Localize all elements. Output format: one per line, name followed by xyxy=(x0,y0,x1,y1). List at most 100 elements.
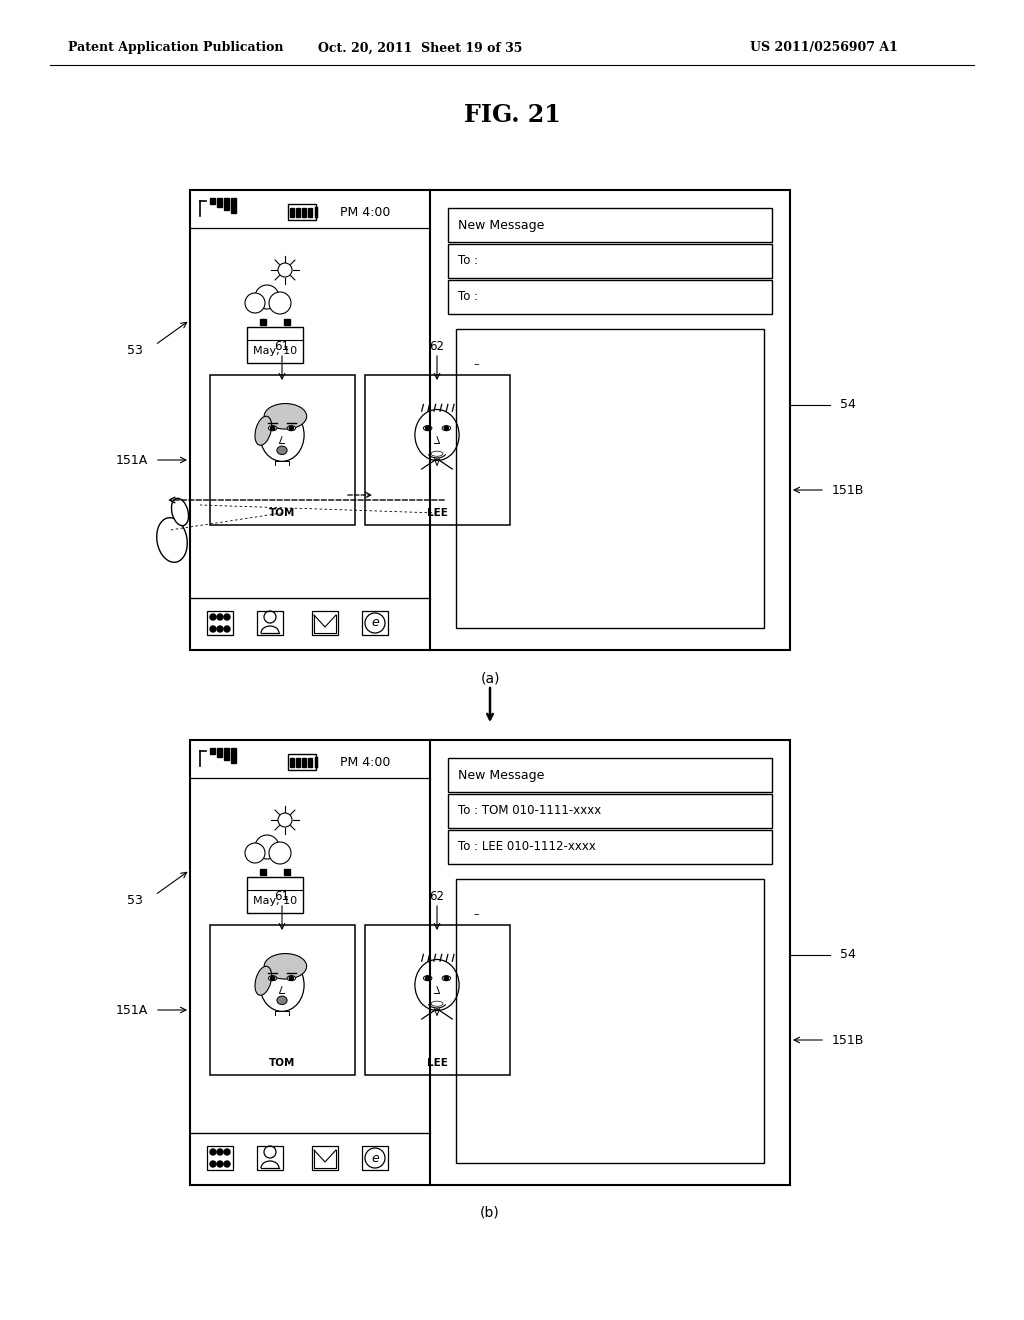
Bar xyxy=(302,209,306,216)
Ellipse shape xyxy=(442,425,451,430)
Bar xyxy=(207,1146,233,1170)
Text: 53: 53 xyxy=(127,343,143,356)
Ellipse shape xyxy=(260,958,304,1011)
Circle shape xyxy=(224,1162,230,1167)
Ellipse shape xyxy=(260,409,304,462)
Ellipse shape xyxy=(423,975,432,981)
Circle shape xyxy=(255,285,279,309)
Text: 62: 62 xyxy=(429,341,444,354)
Text: e: e xyxy=(371,616,379,630)
Bar xyxy=(456,879,764,1163)
Ellipse shape xyxy=(157,517,187,562)
Text: To : TOM 010-1111-xxxx: To : TOM 010-1111-xxxx xyxy=(458,804,601,817)
Text: e: e xyxy=(371,1151,379,1164)
Text: 61: 61 xyxy=(274,341,290,354)
Ellipse shape xyxy=(442,975,451,981)
Text: May, 10: May, 10 xyxy=(253,346,297,356)
Bar xyxy=(296,209,300,216)
Text: TOM: TOM xyxy=(269,508,295,517)
Bar xyxy=(449,830,772,865)
Circle shape xyxy=(217,1162,223,1167)
Circle shape xyxy=(289,426,294,430)
Circle shape xyxy=(217,626,223,632)
Text: LEE: LEE xyxy=(427,1059,447,1068)
Circle shape xyxy=(269,842,291,865)
Bar xyxy=(210,925,355,1074)
Text: TOM: TOM xyxy=(269,1059,295,1068)
Text: To :: To : xyxy=(458,290,478,304)
Bar xyxy=(365,925,510,1074)
Bar xyxy=(449,280,772,314)
Text: –: – xyxy=(473,909,478,919)
Text: 151A: 151A xyxy=(116,1003,148,1016)
Text: PM 4:00: PM 4:00 xyxy=(340,755,390,768)
Bar xyxy=(224,198,229,210)
Bar xyxy=(312,1146,338,1170)
Bar xyxy=(257,1146,283,1170)
Circle shape xyxy=(217,1148,223,1155)
Bar xyxy=(207,611,233,635)
Bar xyxy=(257,611,283,635)
Bar xyxy=(449,244,772,279)
Bar xyxy=(260,869,266,875)
Bar xyxy=(302,758,306,767)
Text: 54: 54 xyxy=(840,399,856,412)
Bar xyxy=(260,319,266,325)
Bar xyxy=(217,748,222,756)
Ellipse shape xyxy=(264,953,306,979)
Ellipse shape xyxy=(415,409,459,461)
Bar xyxy=(290,209,294,216)
Circle shape xyxy=(210,1162,216,1167)
Bar xyxy=(365,375,510,525)
Bar xyxy=(456,329,764,628)
Bar xyxy=(288,754,316,770)
Text: 62: 62 xyxy=(429,891,444,903)
Bar xyxy=(312,611,338,635)
Circle shape xyxy=(224,626,230,632)
Text: US 2011/0256907 A1: US 2011/0256907 A1 xyxy=(750,41,898,54)
Bar xyxy=(449,795,772,828)
Text: 53: 53 xyxy=(127,894,143,907)
Text: Oct. 20, 2011  Sheet 19 of 35: Oct. 20, 2011 Sheet 19 of 35 xyxy=(317,41,522,54)
Circle shape xyxy=(270,975,274,981)
Text: FIG. 21: FIG. 21 xyxy=(464,103,560,127)
Bar xyxy=(308,758,312,767)
Circle shape xyxy=(210,614,216,620)
Bar xyxy=(290,758,294,767)
Circle shape xyxy=(245,843,265,863)
Ellipse shape xyxy=(268,425,276,430)
Ellipse shape xyxy=(431,1001,443,1006)
Bar xyxy=(217,198,222,207)
Bar xyxy=(190,741,790,1185)
Bar xyxy=(247,327,303,363)
Circle shape xyxy=(210,626,216,632)
Circle shape xyxy=(444,426,449,430)
Ellipse shape xyxy=(255,966,271,995)
Circle shape xyxy=(269,292,291,314)
Ellipse shape xyxy=(264,404,306,429)
Circle shape xyxy=(444,975,449,981)
Circle shape xyxy=(255,836,279,859)
Bar xyxy=(308,209,312,216)
Ellipse shape xyxy=(415,960,459,1011)
Text: 54: 54 xyxy=(840,949,856,961)
Circle shape xyxy=(426,975,430,981)
Bar xyxy=(284,319,290,325)
Bar xyxy=(190,190,790,649)
Text: (a): (a) xyxy=(480,671,500,685)
Bar xyxy=(210,198,215,205)
Text: LEE: LEE xyxy=(427,508,447,517)
Ellipse shape xyxy=(276,446,287,454)
Circle shape xyxy=(224,1148,230,1155)
Text: 151A: 151A xyxy=(116,454,148,466)
Ellipse shape xyxy=(287,975,296,981)
Bar xyxy=(362,1146,388,1170)
Circle shape xyxy=(210,1148,216,1155)
Bar xyxy=(210,375,355,525)
Bar xyxy=(231,198,236,213)
Circle shape xyxy=(224,614,230,620)
Ellipse shape xyxy=(171,499,188,525)
Text: –: – xyxy=(473,359,478,370)
Circle shape xyxy=(245,293,265,313)
Ellipse shape xyxy=(268,975,276,981)
